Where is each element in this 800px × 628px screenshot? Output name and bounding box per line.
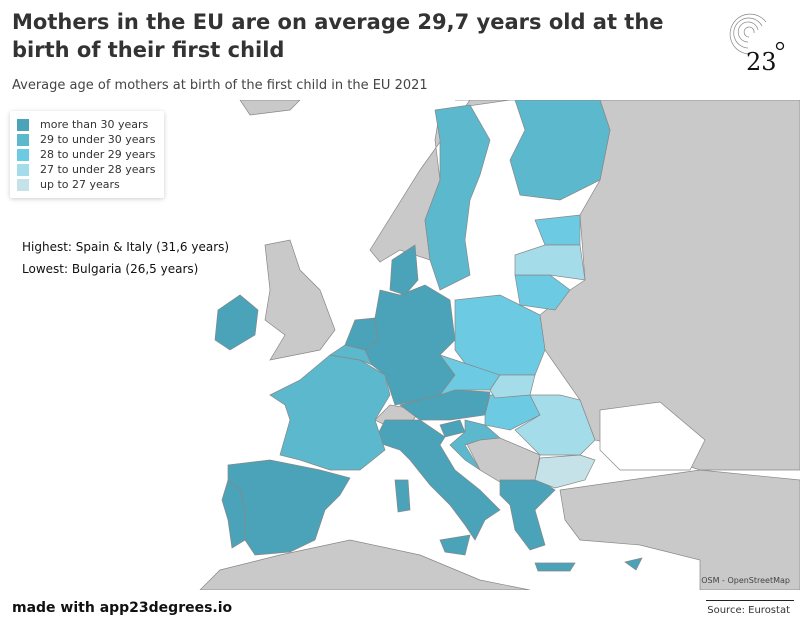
legend-swatch xyxy=(17,178,29,191)
legend-swatch xyxy=(17,163,29,176)
country-bulgaria xyxy=(534,454,596,489)
legend-label: 27 to under 28 years xyxy=(40,163,156,176)
legend-label: up to 27 years xyxy=(40,178,120,191)
country-italy-island xyxy=(439,534,471,556)
country-croatia xyxy=(449,419,501,471)
legend-item: 28 to under 29 years xyxy=(17,147,156,162)
legend-swatch xyxy=(17,118,29,131)
23-degrees-logo: 23 xyxy=(729,13,785,74)
country-slovenia xyxy=(439,419,466,438)
country-ireland xyxy=(214,294,259,351)
turkey-land xyxy=(559,469,800,590)
source-label: Source: Eurostat xyxy=(707,605,790,616)
country-italy-island xyxy=(394,479,411,513)
black-sea xyxy=(599,401,706,471)
legend-label: more than 30 years xyxy=(40,118,149,131)
north-africa-land xyxy=(199,539,531,590)
country-estonia xyxy=(534,214,581,246)
legend-item: 27 to under 28 years xyxy=(17,162,156,177)
country-poland xyxy=(454,294,546,376)
country-denmark xyxy=(389,244,419,296)
country-italy xyxy=(374,419,501,541)
iceland-shore-land xyxy=(239,100,301,116)
source-divider xyxy=(706,600,794,601)
lowest-annotation: Lowest: Bulgaria (26,5 years) xyxy=(22,262,199,276)
country-cyprus xyxy=(624,557,643,571)
footer-brand[interactable]: made with app23degrees.io xyxy=(12,600,233,616)
country-spain xyxy=(227,459,351,556)
balkans-land xyxy=(464,437,541,483)
country-slovakia xyxy=(489,374,536,399)
europe-map[interactable] xyxy=(0,100,800,590)
country-greece-island xyxy=(534,562,576,572)
legend: more than 30 years 29 to under 30 years 28… xyxy=(10,111,164,198)
country-austria xyxy=(399,389,491,421)
legend-swatch xyxy=(17,133,29,146)
country-greece xyxy=(499,479,556,551)
legend-label: 29 to under 30 years xyxy=(40,133,156,146)
legend-item: more than 30 years xyxy=(17,117,156,132)
country-france xyxy=(269,354,391,471)
legend-item: 29 to under 30 years xyxy=(17,132,156,147)
country-portugal xyxy=(221,479,246,549)
chart-subtitle: Average age of mothers at birth of the f… xyxy=(12,78,428,93)
united-kingdom-land xyxy=(264,239,336,361)
country-czechia xyxy=(439,354,501,396)
svg-text:23: 23 xyxy=(746,48,777,74)
legend-item: up to 27 years xyxy=(17,177,156,192)
country-belgium xyxy=(329,344,373,366)
country-sweden xyxy=(424,104,491,291)
chart-title: Mothers in the EU are on average 29,7 ye… xyxy=(12,10,664,62)
highest-annotation: Highest: Spain & Italy (31,6 years) xyxy=(22,240,230,254)
legend-label: 28 to under 29 years xyxy=(40,148,156,161)
legend-swatch xyxy=(17,148,29,161)
country-latvia xyxy=(514,244,586,281)
country-finland xyxy=(509,100,611,201)
map-credit[interactable]: OSM - OpenStreetMap xyxy=(701,576,790,585)
